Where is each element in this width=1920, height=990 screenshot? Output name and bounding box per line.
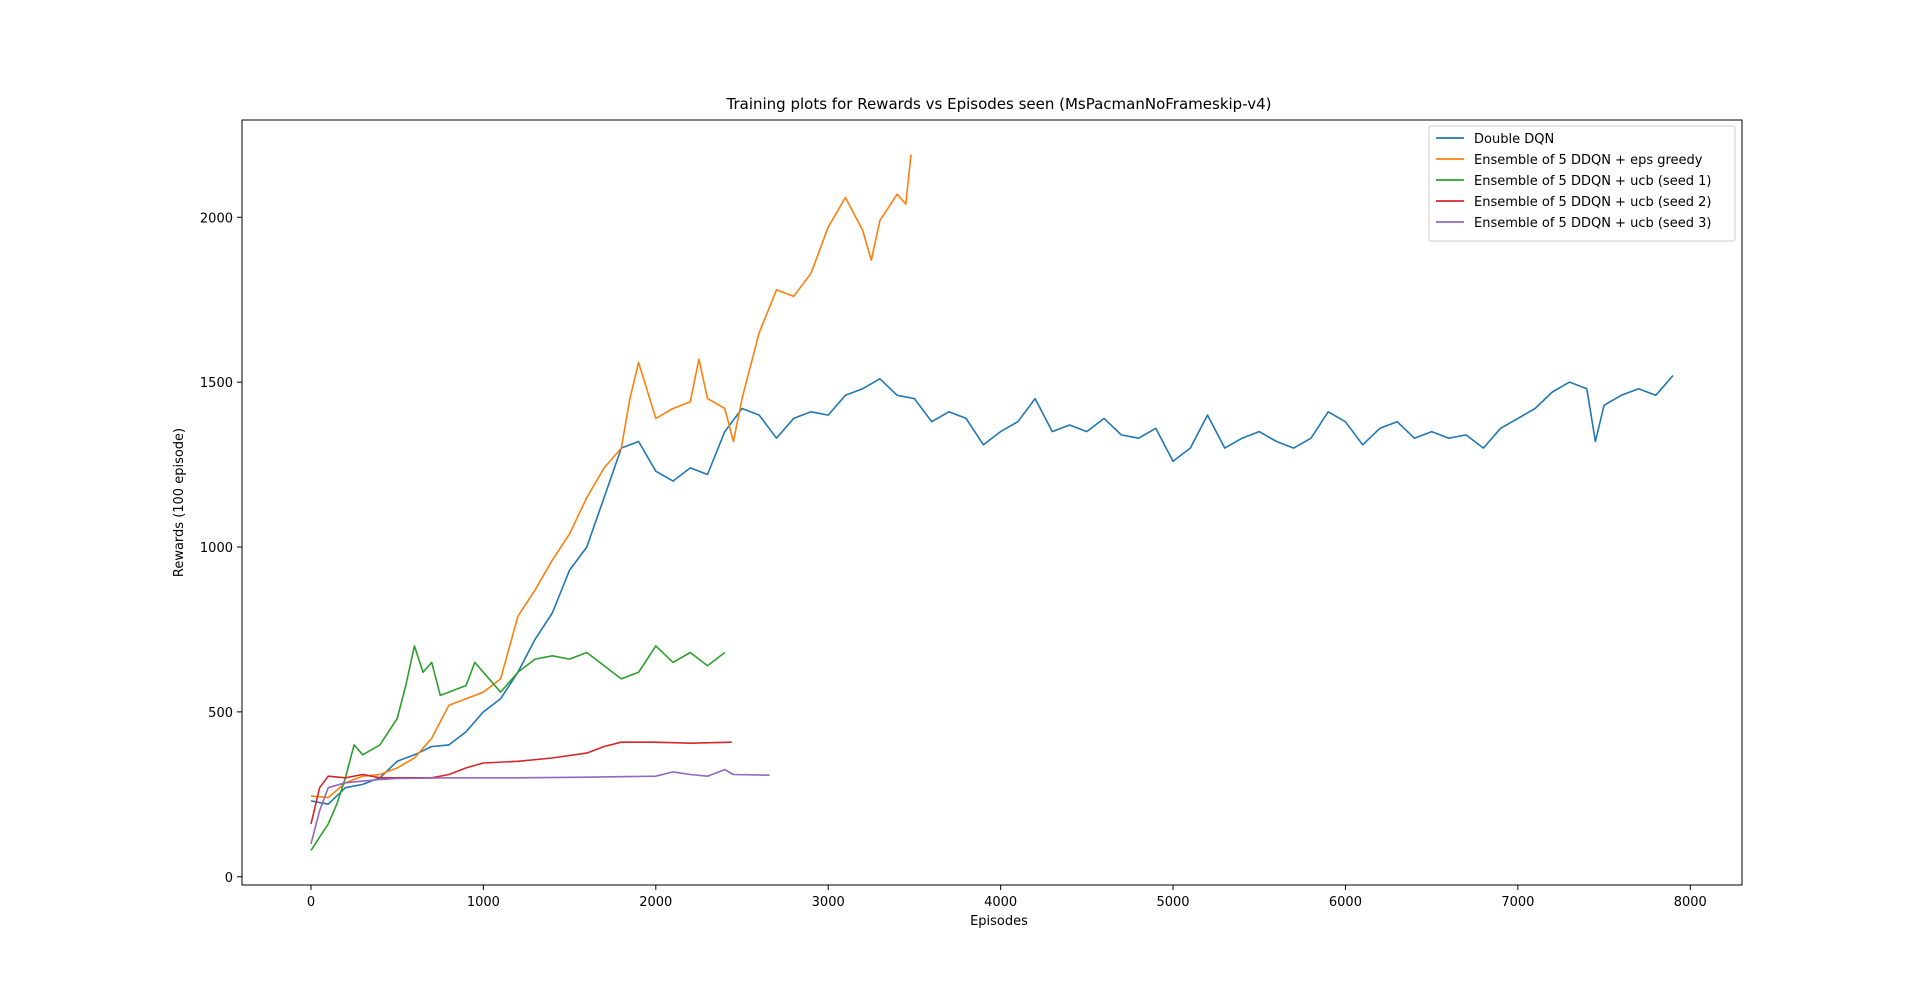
- legend-label-2: Ensemble of 5 DDQN + eps greedy: [1474, 153, 1703, 168]
- series-line-2: [310, 154, 912, 799]
- y-tick-label: 0: [225, 871, 233, 886]
- x-tick-label: 2000: [639, 895, 672, 910]
- legend-label-4: Ensemble of 5 DDQN + ucb (seed 2): [1474, 195, 1711, 210]
- y-tick-label: 1000: [200, 541, 233, 556]
- x-tick-label: 8000: [1674, 895, 1707, 910]
- series-line-5: [310, 768, 770, 845]
- x-tick-label: 0: [307, 895, 315, 910]
- legend: Double DQN Ensemble of 5 DDQN + eps greed…: [1428, 125, 1736, 242]
- x-tick-label: 3000: [812, 895, 845, 910]
- x-tick-label: 6000: [1329, 895, 1362, 910]
- x-tick-label: 4000: [984, 895, 1017, 910]
- chart-title: Training plots for Rewards vs Episodes s…: [726, 95, 1272, 113]
- x-tick-label: 7000: [1501, 895, 1534, 910]
- y-tick-label: 2000: [200, 211, 233, 226]
- legend-box: [1428, 125, 1736, 242]
- x-axis-label: Episodes: [970, 914, 1028, 929]
- axes-layer: 0 1000 2000 3000 4000 5000 6000 7000 8000 0 500 100…: [200, 119, 1743, 910]
- series-line-4: [310, 741, 732, 825]
- x-tick-label: 1000: [467, 895, 500, 910]
- legend-label-1: Double DQN: [1474, 132, 1554, 147]
- legend-label-5: Ensemble of 5 DDQN + ucb (seed 3): [1474, 216, 1711, 231]
- plot-frame: [241, 119, 1743, 886]
- y-axis-label: Rewards (100 episode): [172, 428, 187, 577]
- series-line-3: [310, 645, 726, 851]
- series-layer: [310, 154, 1674, 851]
- y-tick-label: 500: [208, 706, 233, 721]
- x-tick-label: 5000: [1156, 895, 1189, 910]
- legend-label-3: Ensemble of 5 DDQN + ucb (seed 1): [1474, 174, 1711, 189]
- y-tick-label: 1500: [200, 376, 233, 391]
- series-line-1: [310, 374, 1674, 805]
